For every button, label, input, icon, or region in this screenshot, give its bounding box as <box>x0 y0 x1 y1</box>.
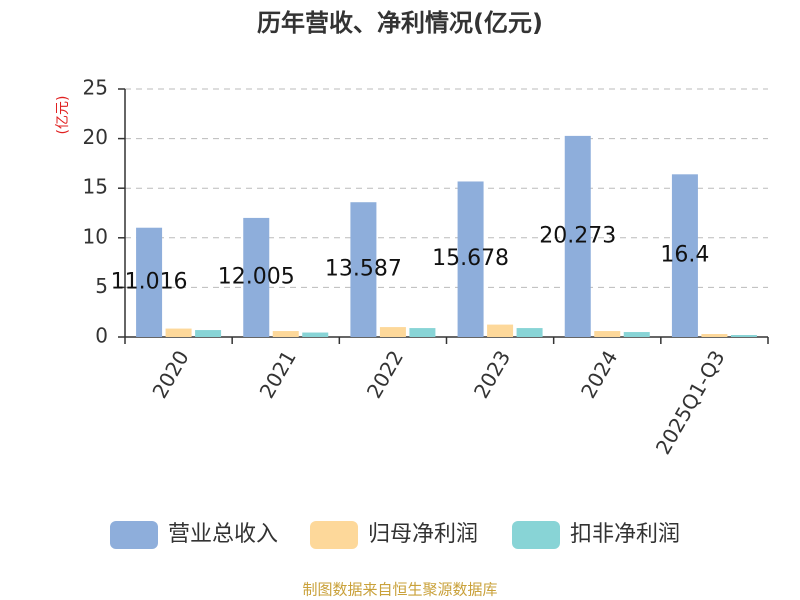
x-tick-label: 2023 <box>469 346 515 402</box>
legend-label: 营业总收入 <box>168 522 278 547</box>
x-tick-label: 2022 <box>362 346 408 402</box>
bar <box>350 202 377 337</box>
bar <box>272 331 299 337</box>
y-tick-label: 10 <box>83 224 108 248</box>
bar <box>243 217 270 337</box>
bar <box>594 331 621 337</box>
y-axis-label: (亿元) <box>55 96 71 135</box>
data-label: 12.005 <box>218 264 295 289</box>
legend-swatch <box>310 521 358 549</box>
y-tick-label: 25 <box>83 76 108 100</box>
y-tick-label: 15 <box>83 175 108 199</box>
data-label: 20.273 <box>539 223 616 248</box>
bar <box>457 181 484 337</box>
bar <box>564 135 591 337</box>
chart-title: 历年营收、净利情况(亿元) <box>257 9 543 37</box>
x-tick-label: 2021 <box>255 346 301 402</box>
legend-label: 归母净利润 <box>368 522 478 547</box>
source-note: 制图数据来自恒生聚源数据库 <box>302 581 497 599</box>
bar <box>671 174 698 337</box>
x-tick-label: 2025Q1-Q3 <box>651 346 730 458</box>
legend-swatch <box>110 521 158 549</box>
data-label: 11.016 <box>111 269 188 294</box>
data-label: 13.587 <box>325 257 402 282</box>
bar <box>623 332 650 337</box>
bar <box>487 324 514 337</box>
y-tick-label: 5 <box>95 274 108 298</box>
x-tick-label: 2020 <box>147 346 193 402</box>
bar <box>302 332 329 337</box>
data-label: 15.678 <box>432 246 509 271</box>
legend-label: 扣非净利润 <box>570 522 680 547</box>
bar <box>165 328 192 337</box>
y-tick-label: 0 <box>95 324 108 348</box>
legend-swatch <box>512 521 560 549</box>
bar <box>516 328 543 337</box>
bar <box>379 327 406 337</box>
bar <box>701 334 728 337</box>
bar <box>409 328 436 337</box>
bar <box>136 227 163 337</box>
bar <box>195 330 222 337</box>
y-tick-label: 20 <box>83 125 108 149</box>
x-tick-label: 2024 <box>576 346 622 402</box>
bar <box>730 335 757 337</box>
data-label: 16.4 <box>660 243 709 268</box>
